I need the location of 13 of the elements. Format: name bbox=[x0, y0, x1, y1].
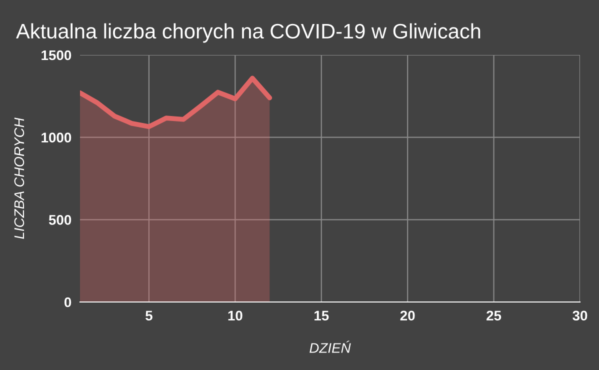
x-tick-label: 10 bbox=[228, 310, 242, 321]
x-axis-title: DZIEŃ bbox=[310, 340, 351, 353]
y-tick-label: 0 bbox=[64, 297, 72, 308]
x-tick-label: 25 bbox=[486, 310, 502, 321]
y-tick-label: 500 bbox=[48, 215, 72, 225]
x-tick-label: 20 bbox=[400, 310, 415, 321]
y-tick-label: 1500 bbox=[42, 50, 72, 60]
chart-title: Aktualna liczba chorych na COVID-19 w Gliwicach bbox=[16, 23, 480, 43]
y-tick-label: 1000 bbox=[42, 132, 72, 143]
y-axis-title: LICZBA CHORYCH bbox=[14, 118, 24, 239]
x-tick-label: 15 bbox=[314, 310, 329, 321]
x-tick-label: 5 bbox=[146, 310, 152, 321]
x-tick-label: 30 bbox=[572, 310, 588, 321]
